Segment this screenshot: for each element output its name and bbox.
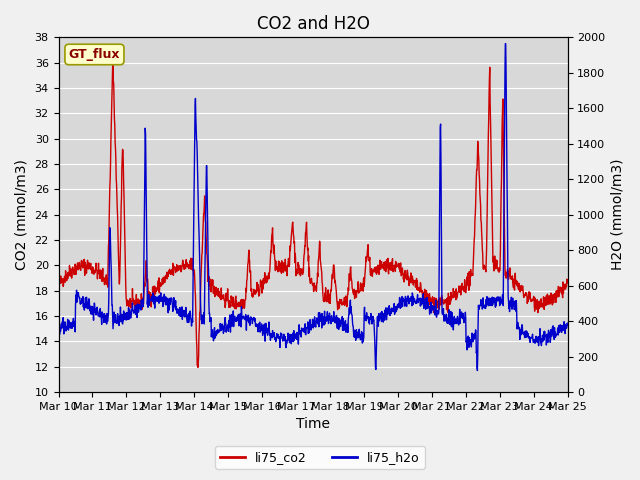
li75_h2o <box>392 306 399 312</box>
Y-axis label: H2O (mmol/m3): H2O (mmol/m3) <box>611 159 625 270</box>
li75_co2 <box>459 285 467 290</box>
li75_h2o <box>504 265 511 271</box>
Line: li75_co2: li75_co2 <box>58 66 568 367</box>
li75_co2 <box>194 364 202 370</box>
li75_h2o <box>564 322 572 327</box>
Legend: li75_co2, li75_h2o: li75_co2, li75_h2o <box>215 446 425 469</box>
li75_h2o <box>225 318 232 324</box>
li75_co2 <box>225 298 233 304</box>
li75_h2o <box>502 41 509 47</box>
X-axis label: Time: Time <box>296 418 330 432</box>
li75_co2 <box>392 260 400 266</box>
li75_co2 <box>109 63 116 69</box>
li75_h2o <box>54 325 62 331</box>
li75_h2o <box>474 368 481 373</box>
li75_h2o <box>168 295 175 301</box>
Line: li75_h2o: li75_h2o <box>58 44 568 371</box>
Title: CO2 and H2O: CO2 and H2O <box>257 15 369 33</box>
li75_h2o <box>156 293 163 299</box>
li75_co2 <box>156 283 164 288</box>
Text: GT_flux: GT_flux <box>68 48 120 61</box>
li75_h2o <box>458 314 466 320</box>
li75_co2 <box>564 279 572 285</box>
li75_co2 <box>54 280 62 286</box>
li75_co2 <box>168 267 176 273</box>
li75_co2 <box>504 267 511 273</box>
Y-axis label: CO2 (mmol/m3): CO2 (mmol/m3) <box>15 159 29 270</box>
